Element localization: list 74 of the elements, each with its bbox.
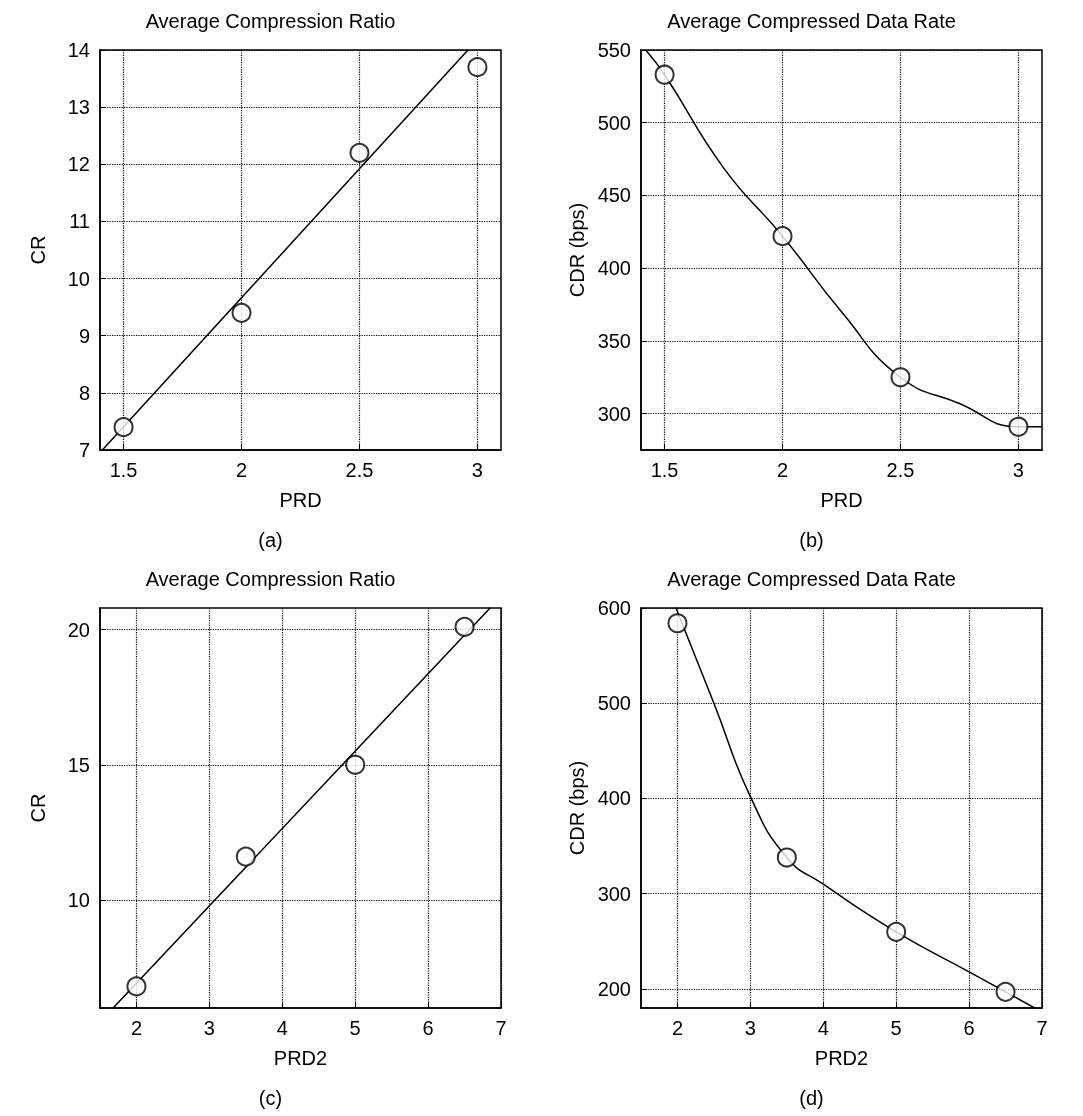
y-tick-label: 350 [597, 329, 631, 352]
chart-title: Average Compressed Data Rate [667, 10, 956, 32]
x-tick-label: 6 [963, 1017, 975, 1039]
text: (d) [799, 1087, 824, 1109]
point [890, 367, 911, 388]
x-tick-label: 5 [890, 1017, 902, 1039]
x-tick-label: 4 [817, 1017, 829, 1039]
y-tick-label: 300 [597, 402, 631, 425]
x-tick-label: 1.5 [650, 459, 679, 481]
text: (c) [258, 1087, 283, 1109]
point [667, 613, 688, 634]
chart-title: Average Compressed Data Rate [667, 568, 956, 590]
y-tick-label: 10 [67, 888, 90, 911]
y-tick-label: 8 [78, 381, 90, 404]
x-tick-label: 4 [276, 1017, 288, 1039]
x-tick-label: 6 [422, 1017, 434, 1039]
point [235, 846, 256, 867]
x-tick-label: 2 [235, 459, 248, 481]
y-tick-label: 500 [597, 111, 631, 134]
x-tick-label: 2.5 [345, 459, 374, 481]
point [345, 754, 366, 775]
x-tick-label: 3 [1012, 459, 1024, 481]
point [467, 57, 488, 78]
x-axis-title: PRD [820, 489, 863, 511]
y-tick-label: 400 [597, 257, 631, 280]
y-tick-label: 14 [67, 39, 90, 61]
text: (b) [799, 529, 824, 551]
point [231, 302, 252, 323]
point [776, 847, 797, 868]
x-axis-title: PRD2 [814, 1047, 869, 1069]
y-tick-label: 600 [597, 597, 631, 619]
y-tick-label: 400 [597, 787, 631, 810]
x-tick-label: 2 [776, 459, 789, 481]
y-tick-label: 9 [78, 324, 90, 347]
x-axis-title: PRD [279, 489, 322, 511]
text: (a) [258, 529, 283, 551]
point [1008, 416, 1029, 437]
y-axis-title: CR [27, 793, 49, 823]
y-axis-title: CDR (bps) [565, 202, 588, 298]
y-tick-label: 7 [78, 439, 90, 461]
point [772, 226, 793, 247]
point [126, 976, 147, 997]
point [886, 921, 907, 942]
chart-title: Average Compression Ratio [145, 568, 396, 590]
y-tick-label: 300 [597, 882, 631, 905]
point [113, 417, 134, 438]
x-tick-label: 5 [349, 1017, 361, 1039]
point [995, 981, 1016, 1002]
y-axis-title: CDR (bps) [565, 760, 588, 856]
point [454, 616, 475, 637]
chart-title: Average Compression Ratio [145, 10, 396, 32]
y-tick-label: 550 [597, 39, 631, 61]
x-tick-label: 3 [203, 1017, 215, 1039]
x-tick-label: 2 [671, 1017, 684, 1039]
x-tick-label: 1.5 [109, 459, 138, 481]
y-tick-label: 13 [67, 96, 90, 119]
y-axis-title: CR [27, 235, 49, 265]
x-tick-label: 2 [130, 1017, 143, 1039]
y-tick-label: 10 [67, 267, 90, 290]
y-tick-label: 20 [67, 618, 90, 641]
y-tick-label: 12 [67, 153, 90, 176]
x-tick-label: 3 [744, 1017, 756, 1039]
x-tick-label: 2.5 [886, 459, 915, 481]
y-tick-label: 450 [597, 184, 631, 207]
x-tick-label: 3 [471, 459, 483, 481]
point [654, 64, 675, 85]
point [349, 142, 370, 163]
x-tick-label: 7 [495, 1017, 507, 1039]
x-tick-label: 7 [1036, 1017, 1048, 1039]
x-axis-title: PRD2 [273, 1047, 328, 1069]
y-tick-label: 11 [69, 210, 90, 233]
y-tick-label: 200 [597, 977, 631, 1000]
y-tick-label: 500 [597, 692, 631, 715]
y-tick-label: 15 [67, 753, 90, 776]
